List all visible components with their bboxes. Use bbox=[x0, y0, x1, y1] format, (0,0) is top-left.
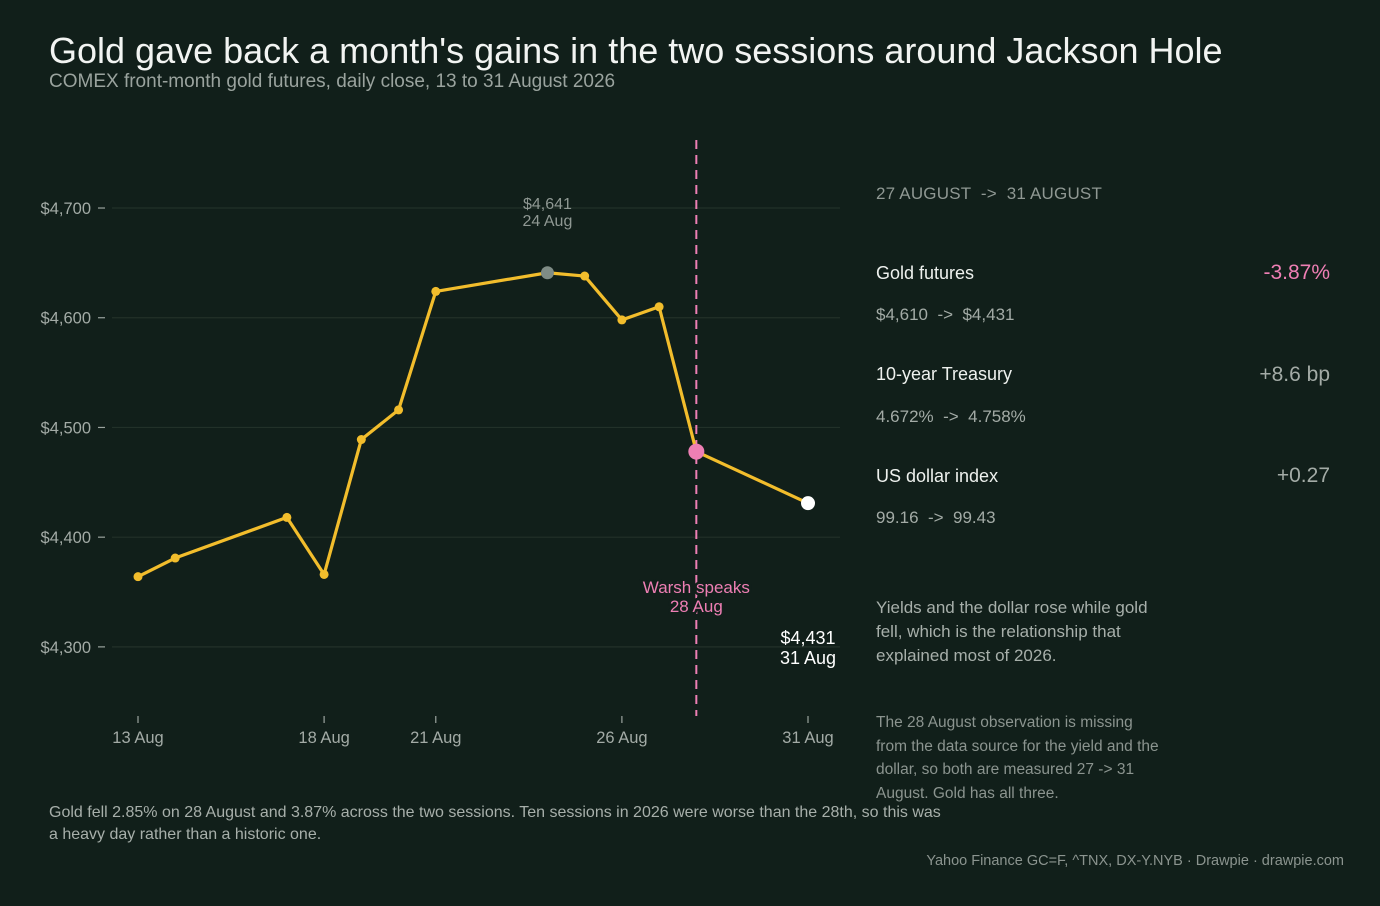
y-tick-label: $4,500 bbox=[41, 419, 91, 437]
end-date-label: 31 Aug bbox=[780, 648, 836, 668]
chart-subtitle: COMEX front-month gold futures, daily cl… bbox=[49, 71, 616, 92]
x-tick-label: 21 Aug bbox=[410, 729, 461, 747]
panel-note: Yields and the dollar rose while gold fe… bbox=[876, 598, 1148, 665]
metric-treasury-change: +8.6 bp bbox=[1259, 363, 1330, 386]
x-tick-label: 13 Aug bbox=[112, 729, 163, 747]
chart-title: Gold gave back a month's gains in the tw… bbox=[49, 30, 1223, 71]
gold-price-line bbox=[137, 271, 809, 579]
data-point bbox=[394, 405, 404, 415]
metric-dollar-range: 99.16 -> 99.43 bbox=[876, 508, 996, 527]
event-date-label: 28 Aug bbox=[670, 597, 723, 616]
metric-dollar-name: US dollar index bbox=[876, 466, 999, 486]
data-point bbox=[133, 572, 143, 582]
event-point-marker bbox=[688, 443, 705, 460]
x-tick-label: 31 Aug bbox=[782, 729, 833, 747]
data-point bbox=[580, 271, 590, 281]
panel-date-range: 27 AUGUST -> 31 AUGUST bbox=[876, 184, 1103, 203]
y-tick-label: $4,300 bbox=[41, 639, 91, 657]
y-tick-label: $4,600 bbox=[41, 310, 91, 328]
x-tick-label: 18 Aug bbox=[298, 729, 349, 747]
event-label: Warsh speaks bbox=[643, 578, 750, 597]
peak-date-label: 24 Aug bbox=[523, 213, 573, 230]
end-value-label: $4,431 bbox=[780, 628, 835, 648]
source-credit: Yahoo Finance GC=F, ^TNX, DX-Y.NYB · Dra… bbox=[926, 853, 1344, 869]
data-point bbox=[356, 435, 366, 445]
metric-dollar-change: +0.27 bbox=[1276, 464, 1330, 487]
x-tick-label: 26 Aug bbox=[596, 729, 647, 747]
y-tick-label: $4,700 bbox=[41, 200, 91, 218]
data-point bbox=[319, 569, 329, 579]
metric-gold-name: Gold futures bbox=[876, 263, 975, 283]
metric-gold-range: $4,610 -> $4,431 bbox=[876, 305, 1015, 324]
metric-treasury-name: 10-year Treasury bbox=[876, 364, 1013, 384]
y-tick-label: $4,400 bbox=[41, 529, 91, 547]
footer-summary: Gold fell 2.85% on 28 August and 3.87% a… bbox=[49, 804, 941, 843]
data-point bbox=[170, 553, 180, 563]
panel-caveat: The 28 August observation is missing fro… bbox=[876, 714, 1159, 802]
metric-gold-change: -3.87% bbox=[1263, 261, 1330, 284]
peak-value-label: $4,641 bbox=[523, 196, 572, 213]
peak-marker bbox=[540, 266, 554, 280]
data-point bbox=[431, 286, 441, 296]
end-marker bbox=[801, 496, 815, 511]
data-point bbox=[282, 512, 292, 522]
data-point bbox=[617, 315, 627, 325]
data-point bbox=[654, 302, 664, 312]
metric-treasury-range: 4.672% -> 4.758% bbox=[876, 407, 1026, 426]
